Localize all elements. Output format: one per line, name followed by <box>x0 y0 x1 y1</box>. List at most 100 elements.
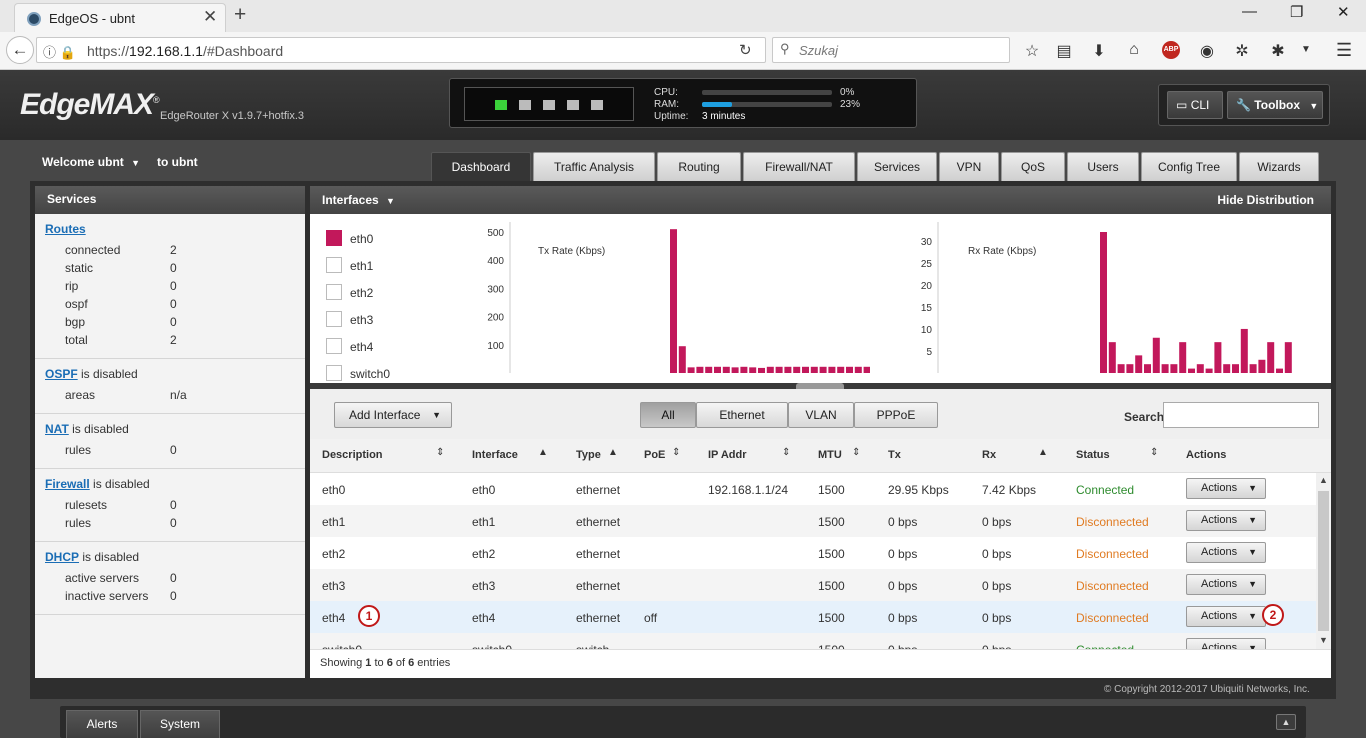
bug-icon[interactable]: ✱ <box>1271 43 1285 60</box>
column-header-type[interactable]: Type <box>576 449 601 461</box>
back-button[interactable]: ← <box>6 36 34 64</box>
tab-users[interactable]: Users <box>1067 152 1139 181</box>
extension-icon[interactable]: ✲ <box>1235 43 1249 60</box>
hide-distribution-link[interactable]: Hide Distribution <box>1217 193 1314 207</box>
tab-qos[interactable]: QoS <box>1001 152 1065 181</box>
annotation-badge-1: 1 <box>358 605 380 627</box>
legend-checkbox[interactable] <box>326 284 342 300</box>
actions-button[interactable]: Actions ▼ <box>1186 542 1266 563</box>
legend-checkbox[interactable] <box>326 311 342 327</box>
splitter-handle[interactable] <box>796 383 844 389</box>
filter-ethernet[interactable]: Ethernet <box>696 402 788 428</box>
new-tab-icon[interactable]: + <box>234 3 247 26</box>
scroll-down-icon[interactable]: ▼ <box>1319 635 1328 645</box>
home-icon[interactable]: ⌂ <box>1129 41 1139 58</box>
browser-search-input[interactable]: ⚲ Szukaj <box>772 37 1010 63</box>
filter-pppoe[interactable]: PPPoE <box>854 402 938 428</box>
column-header-status[interactable]: Status <box>1076 449 1110 461</box>
legend-checkbox[interactable] <box>326 230 342 246</box>
nat-link[interactable]: NAT <box>45 422 69 436</box>
chart-splitter[interactable] <box>310 383 1331 389</box>
expand-up-icon[interactable]: ▲ <box>1276 714 1296 730</box>
alerts-tab[interactable]: Alerts <box>66 710 138 738</box>
sort-icon[interactable]: ▲ <box>608 447 618 458</box>
tab-routing[interactable]: Routing <box>657 152 741 181</box>
toolbox-button[interactable]: 🔧 Toolbox ▼ <box>1227 91 1323 119</box>
legend-checkbox[interactable] <box>326 365 342 381</box>
bookmark-star-icon[interactable]: ☆ <box>1024 43 1040 60</box>
column-header-interface[interactable]: Interface <box>472 449 518 461</box>
restore-icon[interactable]: ❐ <box>1290 4 1304 21</box>
table-row[interactable]: eth1 eth1 ethernet 1500 0 bps 0 bps Disconnect… <box>310 505 1316 537</box>
table-row[interactable]: eth0 eth0 ethernet 192.168.1.1/24 1500 29.95 … <box>310 473 1316 505</box>
sort-icon[interactable]: ⇕ <box>436 447 445 458</box>
minimize-icon[interactable]: — <box>1242 3 1257 20</box>
column-header-poe[interactable]: PoE <box>644 449 666 461</box>
legend-checkbox[interactable] <box>326 338 342 354</box>
sidebar-value: 0 <box>170 315 177 329</box>
sort-icon[interactable]: ▲ <box>538 447 548 458</box>
sort-icon[interactable]: ⇕ <box>1150 447 1159 458</box>
address-bar[interactable]: ⓘ 🔒 https://192.168.1.1/#Dashboard ↻ <box>36 37 766 63</box>
column-header-rx[interactable]: Rx <box>982 449 997 461</box>
column-header-mtu[interactable]: MTU <box>818 449 842 461</box>
close-tab-icon[interactable]: ✕ <box>203 7 218 26</box>
tab-vpn[interactable]: VPN <box>939 152 999 181</box>
actions-button[interactable]: Actions ▼ <box>1186 574 1266 595</box>
actions-button[interactable]: Actions ▼ <box>1186 510 1266 531</box>
close-window-icon[interactable]: ✕ <box>1337 4 1350 21</box>
table-row[interactable]: eth2 eth2 ethernet 1500 0 bps 0 bps Disconnect… <box>310 537 1316 569</box>
cell-tx: 0 bps <box>888 579 918 593</box>
browser-tab[interactable]: EdgeOS - ubnt ✕ <box>14 3 226 32</box>
table-row[interactable]: switch0 switch0 switch 1500 0 bps 0 bps Connec… <box>310 633 1316 649</box>
system-tab[interactable]: System <box>140 710 220 738</box>
sort-icon[interactable]: ⇕ <box>672 447 681 458</box>
actions-button[interactable]: Actions ▼ <box>1186 606 1266 627</box>
table-scrollbar[interactable]: ▲ ▼ <box>1316 473 1331 649</box>
scroll-up-icon[interactable]: ▲ <box>1319 475 1328 485</box>
column-header-tx[interactable]: Tx <box>888 449 901 461</box>
tab-dashboard[interactable]: Dashboard <box>431 152 531 181</box>
table-row[interactable]: eth4 eth4 ethernet off 1500 0 bps 0 bps Disconn… <box>310 601 1316 633</box>
sort-icon[interactable]: ⇕ <box>782 447 791 458</box>
scroll-thumb[interactable] <box>1318 491 1329 631</box>
dhcp-link[interactable]: DHCP <box>45 550 80 564</box>
filter-all[interactable]: All <box>640 402 696 428</box>
reading-list-icon[interactable]: ▤ <box>1056 43 1072 60</box>
tab-services[interactable]: Services <box>857 152 937 181</box>
overflow-chevron-icon[interactable]: ▼ <box>1301 44 1311 55</box>
y-tick-label: 25 <box>921 259 933 270</box>
download-icon[interactable]: ⬇ <box>1092 43 1106 60</box>
cell-status: Disconnected <box>1076 547 1149 561</box>
tab-firewall-nat[interactable]: Firewall/NAT <box>743 152 855 181</box>
tab-traffic-analysis[interactable]: Traffic Analysis <box>533 152 655 181</box>
sort-icon[interactable]: ▲ <box>1038 447 1048 458</box>
hamburger-menu-icon[interactable]: ☰ <box>1336 40 1353 60</box>
cli-button[interactable]: ▭ CLI <box>1167 91 1223 119</box>
interfaces-dropdown[interactable]: Interfaces ▼ <box>322 193 395 207</box>
actions-button[interactable]: Actions ▼ <box>1186 478 1266 499</box>
color-picker-icon[interactable]: ◉ <box>1200 43 1214 60</box>
legend-checkbox[interactable] <box>326 257 342 273</box>
sidebar-key: static <box>65 261 94 275</box>
column-header-actions[interactable]: Actions <box>1186 449 1227 461</box>
table-row[interactable]: eth3 eth3 ethernet 1500 0 bps 0 bps Disconnect… <box>310 569 1316 601</box>
ospf-link[interactable]: OSPF <box>45 367 78 381</box>
chevron-down-icon: ▼ <box>1248 515 1257 525</box>
reload-icon[interactable]: ↻ <box>739 42 752 59</box>
welcome-menu[interactable]: Welcome ubnt ▼ <box>42 155 141 169</box>
routes-link[interactable]: Routes <box>45 222 86 236</box>
add-interface-button[interactable]: Add Interface ▼ <box>334 402 452 428</box>
tab-config-tree[interactable]: Config Tree <box>1141 152 1237 181</box>
interfaces-search-input[interactable] <box>1163 402 1319 428</box>
url-text[interactable]: https://192.168.1.1/#Dashboard <box>87 43 284 59</box>
site-info-icon[interactable]: ⓘ 🔒 <box>43 45 76 60</box>
column-header-description[interactable]: Description <box>322 449 383 461</box>
adblock-icon[interactable]: ABP <box>1162 41 1180 59</box>
sort-icon[interactable]: ⇕ <box>852 447 861 458</box>
tab-wizards[interactable]: Wizards <box>1239 152 1319 181</box>
column-header-ip-addr[interactable]: IP Addr <box>708 449 747 461</box>
filter-vlan[interactable]: VLAN <box>788 402 854 428</box>
firewall-link[interactable]: Firewall <box>45 477 90 491</box>
actions-button[interactable]: Actions ▼ <box>1186 638 1266 649</box>
